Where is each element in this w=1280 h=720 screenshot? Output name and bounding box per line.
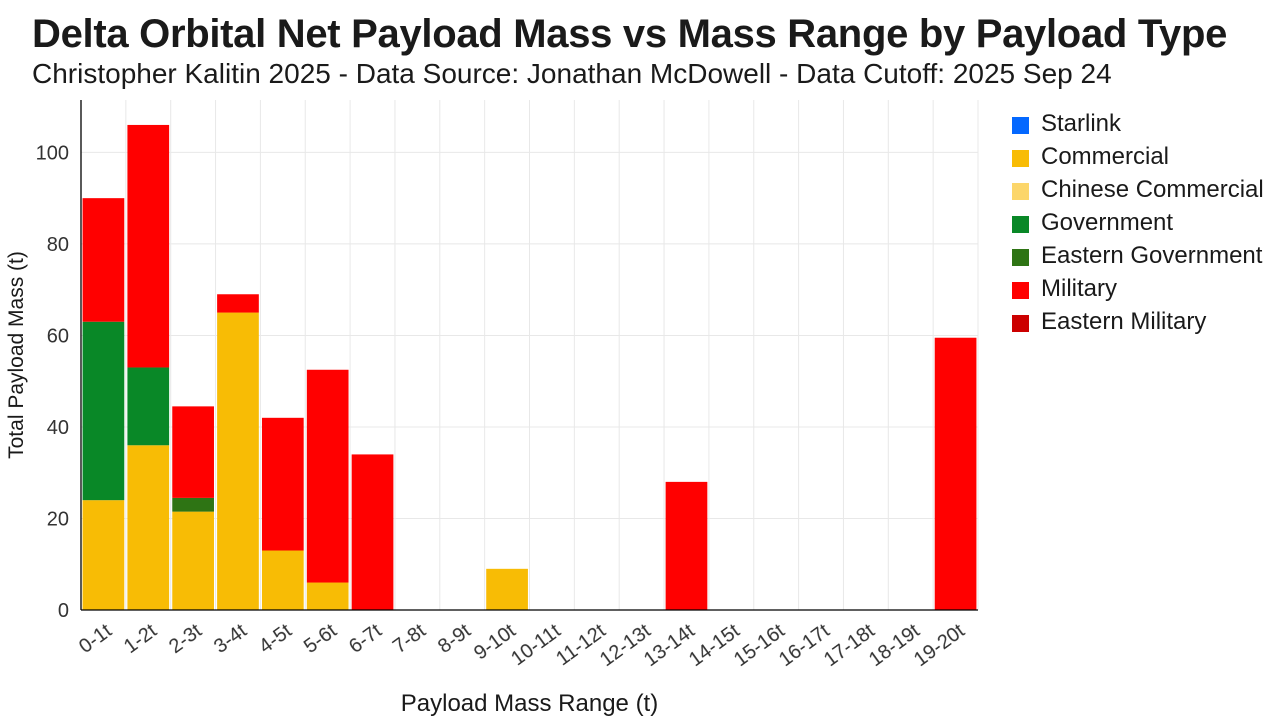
svg-text:Starlink: Starlink <box>1041 110 1122 137</box>
svg-text:Military: Military <box>1041 275 1117 302</box>
svg-text:0: 0 <box>58 600 69 622</box>
svg-text:Government: Government <box>1041 209 1173 236</box>
svg-text:80: 80 <box>47 234 69 256</box>
svg-text:Chinese Commercial: Chinese Commercial <box>1041 176 1264 203</box>
svg-text:40: 40 <box>47 417 69 439</box>
svg-text:60: 60 <box>47 325 69 347</box>
svg-text:Eastern Military: Eastern Military <box>1041 308 1206 335</box>
svg-text:100: 100 <box>36 142 69 164</box>
svg-text:Eastern Government: Eastern Government <box>1041 242 1263 269</box>
svg-text:20: 20 <box>47 508 69 530</box>
svg-text:Commercial: Commercial <box>1041 143 1169 170</box>
